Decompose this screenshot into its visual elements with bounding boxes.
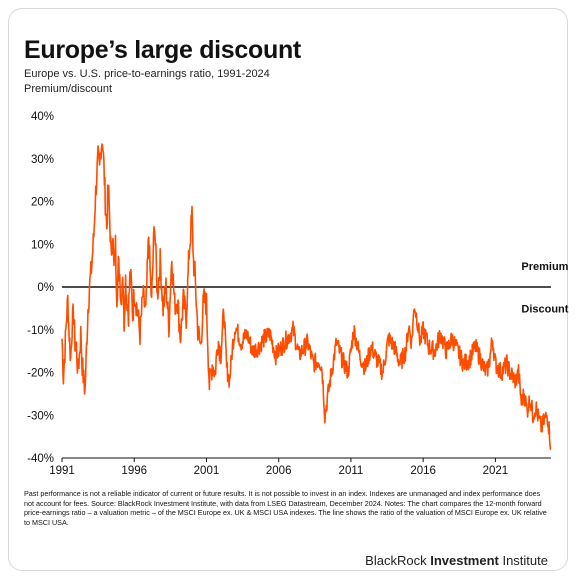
- series-line: [61, 143, 552, 451]
- y-tick-label: -30%: [27, 410, 54, 422]
- annotation-label: Premium: [521, 261, 568, 273]
- y-tick-label: 30%: [31, 154, 54, 166]
- y-axis-label: Premium/discount: [24, 83, 113, 95]
- y-tick-label: -10%: [27, 325, 54, 337]
- x-tick-label: 2016: [410, 465, 436, 477]
- y-tick-label: 10%: [31, 239, 54, 251]
- x-tick-label: 1991: [49, 465, 75, 477]
- y-tick-label: 0%: [37, 282, 54, 294]
- x-tick-label: 2011: [339, 465, 364, 477]
- y-tick-label: -20%: [27, 368, 54, 380]
- x-tick-label: 1996: [121, 465, 147, 477]
- footnote-main: Past performance is not a reliable indic…: [24, 489, 541, 508]
- annotation-label: Discount: [521, 304, 568, 316]
- line-chart: 40% 30% 20% 10% 0% -10% -20% -30% -40% 1991 1996 2…: [27, 111, 569, 477]
- chart-title: Europe’s large discount: [24, 36, 301, 64]
- y-tick-label: 20%: [31, 197, 54, 209]
- footnote: Past performance is not a reliable indic…: [24, 489, 552, 527]
- brand-part1: BlackRock: [365, 553, 427, 568]
- brand-part3: Institute: [502, 553, 548, 568]
- x-tick-label: 2006: [266, 465, 292, 477]
- x-tick-labels: 1991 1996 2001 2006 2011 2016 2021: [49, 458, 508, 477]
- chart-subtitle: Europe vs. U.S. price-to-earnings ratio,…: [24, 68, 270, 80]
- x-tick-label: 2001: [194, 465, 220, 477]
- brand-part2: Investment: [430, 553, 499, 568]
- y-tick-label: -40%: [27, 453, 54, 465]
- chart-card: [8, 8, 568, 571]
- y-tick-labels: 40% 30% 20% 10% 0% -10% -20% -30% -40%: [27, 111, 54, 465]
- annotations: Premium Discount: [521, 261, 568, 316]
- footnote-notes: Notes: The chart compares the 12-month f…: [24, 498, 547, 527]
- brand-logo: BlackRock Investment Institute: [365, 553, 548, 568]
- x-tick-label: 2021: [483, 465, 509, 477]
- y-tick-label: 40%: [31, 111, 54, 123]
